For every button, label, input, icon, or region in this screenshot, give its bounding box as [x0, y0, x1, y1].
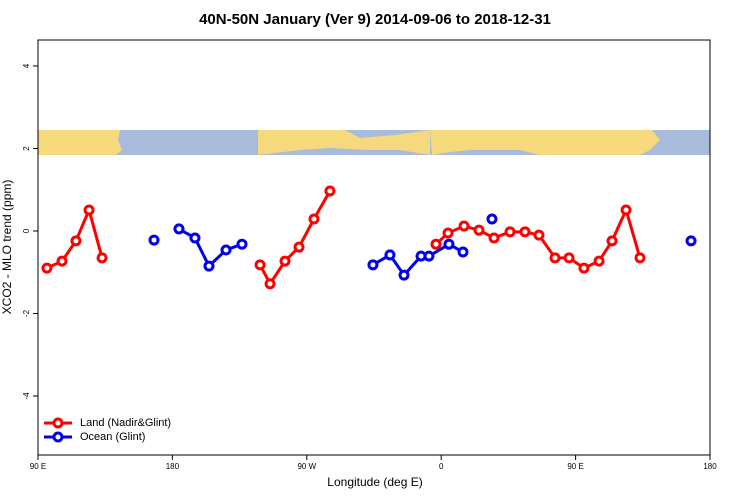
- x-tick-label: 180: [703, 462, 717, 471]
- point: [486, 213, 498, 225]
- point: [367, 259, 379, 271]
- point: [533, 229, 545, 241]
- y-tick-label: -2: [22, 309, 31, 317]
- point: [457, 246, 469, 258]
- point: [685, 235, 697, 247]
- point: [606, 235, 618, 247]
- chart-title: 40N-50N January (Ver 9) 2014-09-06 to 20…: [199, 11, 551, 28]
- point: [70, 235, 82, 247]
- point: [458, 220, 470, 232]
- point: [189, 232, 201, 244]
- point: [473, 224, 485, 236]
- point: [264, 278, 276, 290]
- map-strip: [38, 130, 710, 155]
- x-tick-label: 180: [166, 462, 180, 471]
- point: [634, 252, 646, 264]
- y-axis-label: XCO2 - MLO trend (ppm): [0, 180, 14, 315]
- point: [96, 252, 108, 264]
- point: [563, 252, 575, 264]
- point: [148, 234, 160, 246]
- point: [549, 252, 561, 264]
- y-tick-label: 0: [22, 228, 31, 233]
- point: [519, 226, 531, 238]
- point: [398, 269, 410, 281]
- point: [593, 255, 605, 267]
- point: [173, 223, 185, 235]
- point: [443, 238, 455, 250]
- point: [236, 238, 248, 250]
- series-line: [46, 190, 642, 287]
- y-tick-label: -4: [22, 392, 31, 400]
- x-tick-label: 90 W: [297, 462, 316, 471]
- point: [83, 204, 95, 216]
- point: [41, 262, 53, 274]
- point: [203, 260, 215, 272]
- point: [488, 232, 500, 244]
- y-tick-label: 2: [22, 146, 31, 151]
- legend-marker: [52, 431, 64, 443]
- point: [620, 204, 632, 216]
- point: [293, 241, 305, 253]
- plot-frame: [37, 39, 711, 456]
- point: [308, 213, 320, 225]
- x-axis-label: Longitude (deg E): [327, 475, 422, 489]
- x-tick-label: 90 E: [567, 462, 583, 471]
- point: [578, 262, 590, 274]
- point: [504, 226, 516, 238]
- y-tick-label: 4: [22, 63, 31, 68]
- point: [279, 255, 291, 267]
- legend-label: Ocean (Glint): [80, 431, 145, 443]
- point: [430, 238, 442, 250]
- point: [384, 249, 396, 261]
- point: [220, 244, 232, 256]
- legend-marker: [52, 417, 64, 429]
- point: [423, 250, 435, 262]
- point: [254, 259, 266, 271]
- point: [324, 185, 336, 197]
- legend-label: Land (Nadir&Glint): [80, 417, 171, 429]
- point: [442, 227, 454, 239]
- point: [56, 255, 68, 267]
- x-tick-label: 90 E: [30, 462, 46, 471]
- x-tick-label: 0: [439, 462, 444, 471]
